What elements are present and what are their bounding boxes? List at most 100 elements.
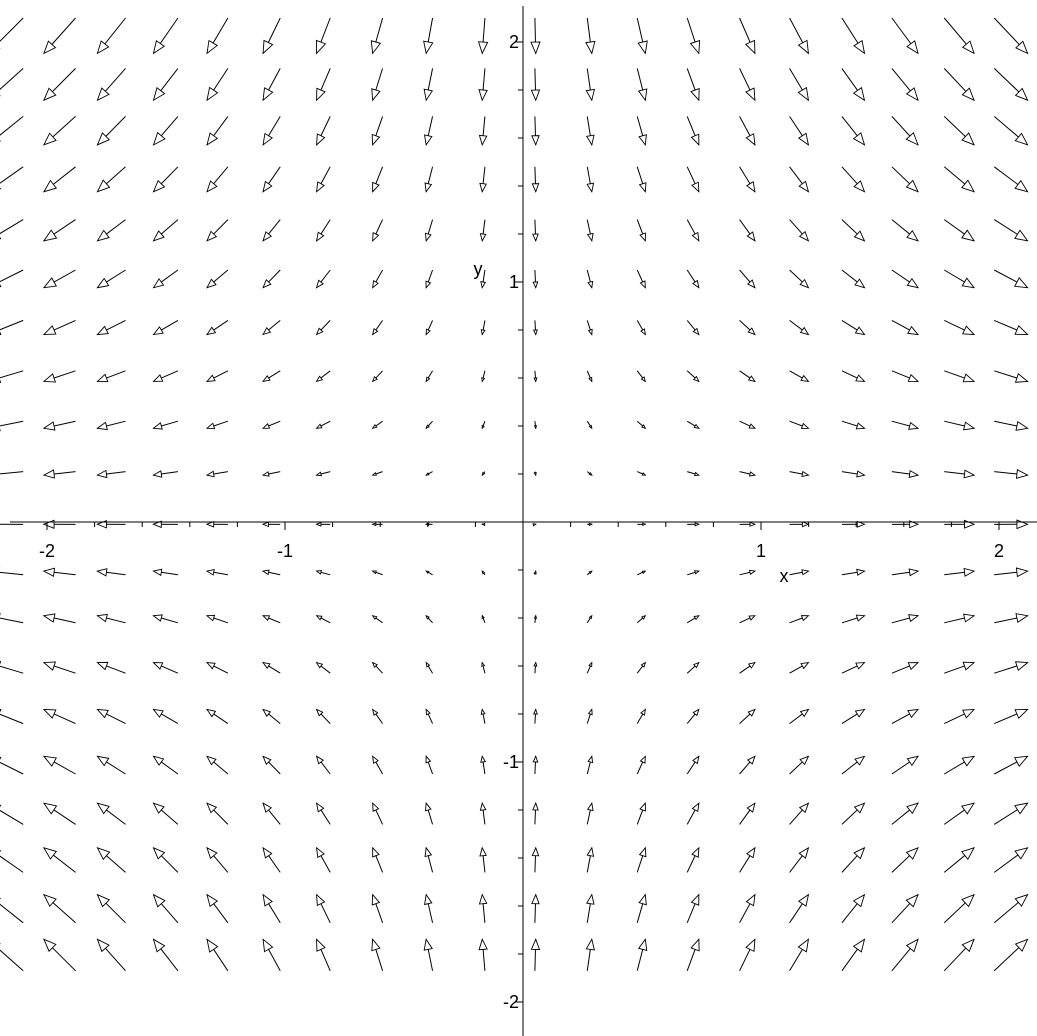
field-arrow <box>152 614 179 624</box>
field-arrow <box>152 68 179 102</box>
field-arrow <box>530 68 541 102</box>
field-arrow <box>944 370 976 383</box>
field-arrow <box>530 17 541 55</box>
field-arrow <box>480 269 487 289</box>
field-arrow <box>42 661 76 674</box>
field-arrow <box>261 471 281 477</box>
field-arrow <box>205 662 229 674</box>
field-arrow <box>206 68 229 102</box>
field-arrow <box>586 471 593 476</box>
field-arrow <box>841 755 866 775</box>
field-arrow <box>0 319 24 335</box>
field-arrow <box>586 661 593 674</box>
field-arrow <box>425 471 433 476</box>
field-arrow <box>423 17 434 55</box>
field-arrow <box>152 420 179 430</box>
field-arrow <box>205 520 228 528</box>
field-arrow <box>586 614 593 624</box>
field-arrow <box>0 17 24 49</box>
field-arrow <box>586 320 593 336</box>
field-arrow <box>205 708 229 725</box>
field-arrow <box>891 420 920 430</box>
field-arrow <box>686 219 700 242</box>
field-arrow <box>636 420 647 430</box>
field-arrow <box>944 661 976 674</box>
field-arrow <box>0 420 24 432</box>
field-arrow <box>841 938 866 972</box>
field-arrow <box>370 17 384 55</box>
field-arrow <box>371 522 383 527</box>
field-arrow <box>943 219 976 242</box>
field-arrow <box>994 661 1029 674</box>
field-arrow <box>371 370 383 383</box>
field-arrow <box>891 17 919 55</box>
field-arrow <box>424 116 434 147</box>
field-arrow <box>425 708 434 724</box>
field-arrow <box>152 370 179 382</box>
field-arrow <box>42 370 76 383</box>
field-arrow <box>152 319 179 336</box>
field-arrow <box>206 846 229 873</box>
field-arrow <box>425 614 433 624</box>
field-arrow <box>262 320 281 336</box>
y-axis-ticks: 2 1 -1 -2 <box>503 32 523 1012</box>
field-arrow <box>891 662 920 674</box>
field-arrow <box>425 420 433 430</box>
field-arrow <box>636 938 648 971</box>
field-arrow <box>531 893 540 923</box>
field-arrow <box>533 614 538 623</box>
field-arrow <box>891 166 919 193</box>
field-arrow <box>96 755 126 775</box>
field-arrow <box>315 708 331 724</box>
field-arrow <box>891 370 920 382</box>
field-arrow <box>993 219 1029 242</box>
field-arrow <box>315 17 331 55</box>
field-arrow <box>0 756 24 775</box>
field-arrow <box>477 17 489 55</box>
field-arrow <box>636 68 648 102</box>
field-arrow <box>585 68 596 102</box>
field-arrow <box>841 219 866 242</box>
field-arrow <box>789 661 810 674</box>
field-arrow <box>687 471 701 476</box>
field-arrow <box>316 893 331 924</box>
field-arrow <box>0 804 24 825</box>
field-arrow <box>481 471 486 477</box>
field-arrow <box>425 661 433 674</box>
field-arrow <box>891 520 920 529</box>
field-arrow <box>586 570 593 576</box>
field-arrow <box>152 269 179 289</box>
field-arrow <box>423 938 434 971</box>
field-arrow <box>533 370 538 383</box>
field-arrow <box>478 938 488 971</box>
field-arrow <box>479 166 487 193</box>
field-arrow <box>841 802 866 825</box>
field-arrow <box>0 612 24 624</box>
field-arrow <box>0 850 24 873</box>
field-arrow <box>96 893 126 924</box>
field-arrow <box>423 68 434 102</box>
field-arrow <box>315 471 331 477</box>
field-arrow <box>315 269 331 289</box>
field-arrow <box>96 219 126 242</box>
field-arrow <box>315 661 331 674</box>
field-arrow <box>479 219 487 243</box>
field-arrow <box>96 68 126 102</box>
field-arrow <box>316 938 331 971</box>
field-arrow <box>891 319 920 336</box>
field-arrow <box>739 116 756 146</box>
field-arrow <box>586 370 593 383</box>
field-arrow <box>0 523 24 525</box>
field-arrow <box>789 370 810 383</box>
field-arrow <box>636 661 647 674</box>
field-arrow <box>480 708 486 724</box>
field-arrow <box>43 68 76 102</box>
field-arrow <box>316 68 331 102</box>
field-arrow <box>533 569 537 575</box>
field-arrow <box>789 755 810 775</box>
field-arrow <box>0 68 24 97</box>
field-arrow <box>789 708 810 725</box>
field-arrow <box>152 755 179 775</box>
field-arrow <box>42 708 76 725</box>
